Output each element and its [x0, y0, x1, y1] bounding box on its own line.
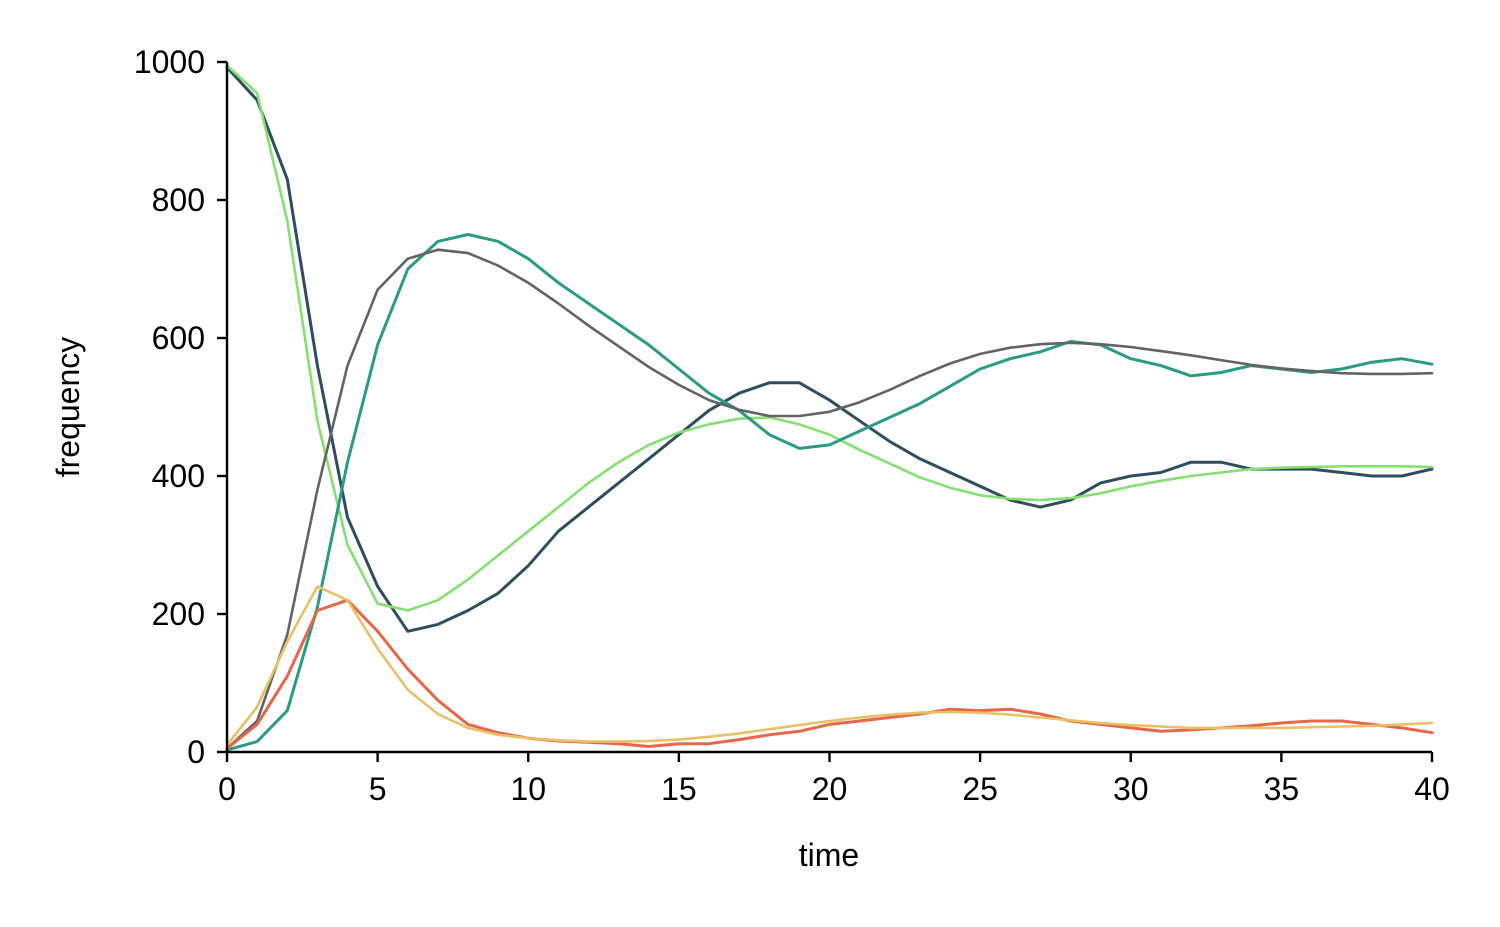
y-tick-label: 1000: [134, 44, 205, 80]
x-tick-label: 15: [661, 771, 697, 807]
x-tick-label: 0: [218, 771, 236, 807]
y-tick-label: 400: [152, 458, 205, 494]
x-axis-label: time: [799, 837, 859, 873]
x-tick-label: 10: [510, 771, 546, 807]
x-tick-label: 40: [1414, 771, 1450, 807]
x-tick-label: 30: [1113, 771, 1149, 807]
series-line-recovered-stochastic: [225, 233, 1434, 752]
y-ticks: 0 200 400 600 800 1000: [134, 44, 227, 770]
series-line-susceptible-stochastic: [225, 66, 1434, 633]
y-tick-label: 600: [152, 320, 205, 356]
series-line-recovered-deterministic: [225, 248, 1434, 750]
y-tick-label: 0: [187, 734, 205, 770]
x-tick-label: 35: [1264, 771, 1300, 807]
x-ticks: 0 5 10 15 20 25 30 35 40: [218, 752, 1450, 807]
series-line-infected-stochastic: [225, 598, 1434, 750]
plot-area: 0 5 10 15 20 25 30 35 40 0 200 400 600 800 1000: [134, 44, 1450, 807]
series-line-susceptible-deterministic: [225, 64, 1434, 612]
x-tick-label: 25: [962, 771, 998, 807]
x-tick-label: 20: [812, 771, 848, 807]
series-layer: [225, 64, 1434, 752]
series-line-infected-deterministic: [225, 585, 1434, 747]
y-axis-label: frequency: [50, 337, 86, 478]
x-tick-label: 5: [369, 771, 387, 807]
y-tick-label: 200: [152, 596, 205, 632]
y-tick-label: 800: [152, 182, 205, 218]
